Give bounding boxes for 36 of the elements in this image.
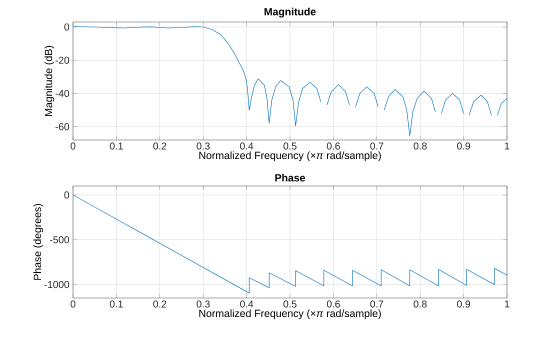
y-tick-label: -1000 — [44, 281, 70, 288]
x-tick-label: 0.9 — [457, 300, 470, 308]
y-tick-label: -20 — [56, 56, 70, 64]
x-tick-label: 0.8 — [414, 142, 427, 150]
x-axis-title: Normalized Frequency (×π rad/sample) — [199, 151, 381, 162]
y-tick-label: 0 — [64, 191, 70, 198]
y-axis-title: Phase (degrees) — [33, 204, 44, 280]
x-tick-label: 0 — [70, 142, 76, 150]
y-tick-label: -500 — [50, 236, 70, 244]
y-tick-label: -40 — [56, 90, 70, 97]
x-tick-label: 0.5 — [283, 142, 297, 150]
x-tick-label: 0.4 — [240, 300, 254, 308]
x-tick-label: 0.1 — [110, 142, 123, 150]
x-tick-label: 0.7 — [370, 142, 384, 150]
y-tick-label: -60 — [56, 123, 70, 130]
x-tick-label: 0.1 — [110, 300, 123, 308]
x-tick-label: 0.6 — [326, 300, 340, 308]
x-axis-title: Normalized Frequency (×π rad/sample) — [199, 309, 381, 320]
x-tick-label: 0.4 — [240, 142, 254, 150]
x-tick-label: 0.5 — [283, 300, 297, 308]
x-tick-label: 0.2 — [153, 142, 166, 150]
x-tick-label: 1 — [505, 300, 510, 308]
x-tick-label: 0.2 — [153, 300, 166, 308]
x-tick-label: 0.3 — [196, 300, 210, 308]
x-tick-label: 0.8 — [414, 300, 427, 308]
x-tick-label: 0.7 — [370, 300, 384, 308]
chart-title: Phase — [275, 174, 306, 182]
x-tick-label: 1 — [505, 142, 510, 150]
x-tick-label: 0.3 — [196, 142, 210, 150]
x-tick-label: 0.9 — [457, 142, 470, 150]
y-axis-title: Magnitude (dB) — [44, 46, 54, 116]
y-tick-label: 0 — [64, 23, 70, 31]
x-tick-label: 0.6 — [326, 142, 340, 150]
chart-title: Magnitude — [264, 8, 316, 18]
x-tick-label: 0 — [70, 300, 76, 308]
line-series — [73, 194, 508, 294]
